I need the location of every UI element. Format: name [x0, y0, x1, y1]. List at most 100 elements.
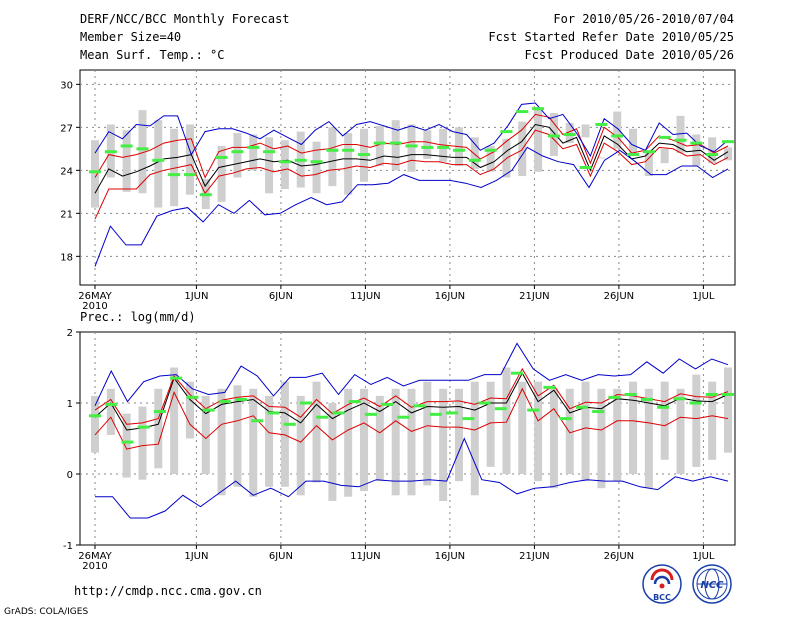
- temperature-median-mark: [532, 107, 545, 111]
- temperature-spread-box: [185, 124, 194, 195]
- temperature-median-mark: [484, 148, 497, 152]
- temperature-grid: [80, 70, 735, 285]
- temperature-spread-box: [613, 111, 622, 149]
- precipitation-median-mark: [543, 385, 556, 389]
- temperature-spread-box: [660, 148, 669, 164]
- precipitation-median-mark: [332, 411, 345, 415]
- temperature-median-mark: [706, 153, 719, 157]
- precipitation-median-mark: [705, 392, 718, 396]
- temperature-median-mark: [326, 148, 339, 152]
- temperature-median-mark: [215, 155, 228, 159]
- temperature-xtick-label: 26MAY: [78, 291, 112, 302]
- temperature-spread-box: [423, 130, 432, 159]
- temperature-median-mark: [389, 141, 402, 145]
- precipitation-median-mark: [218, 400, 231, 404]
- precipitation-spread-box: [518, 381, 527, 474]
- precipitation-spread-box: [454, 388, 463, 482]
- precipitation-median-mark: [300, 401, 312, 405]
- precipitation-median-mark: [413, 404, 426, 408]
- precipitation-boxes: [91, 367, 732, 501]
- temperature-median-mark: [627, 153, 640, 157]
- precipitation-spread-box: [724, 367, 732, 453]
- precipitation-spread-box: [312, 381, 321, 483]
- temperature-median-mark: [342, 148, 355, 152]
- ncc-logo-text: NCC: [700, 580, 724, 591]
- temperature-ytick-label: 27: [60, 123, 73, 134]
- precipitation-spread-box: [265, 395, 274, 487]
- precipitation-median-mark: [348, 400, 361, 404]
- temperature-median-mark: [611, 134, 624, 138]
- precipitation-xtick-label: 6JUN: [269, 551, 293, 562]
- temperature-ytick-label: 30: [60, 80, 73, 91]
- precipitation-median-mark: [316, 415, 329, 419]
- temperature-year-label: 2010: [82, 301, 107, 312]
- precipitation-median-mark: [446, 411, 459, 415]
- temperature-spread-box: [265, 137, 274, 194]
- temperature-median-mark: [547, 134, 560, 138]
- temperature-spread-box: [470, 137, 479, 169]
- precipitation-spread-box: [391, 388, 400, 496]
- temperature-spread-box: [138, 110, 147, 194]
- temperature-minimum-line: [94, 146, 729, 267]
- temperature-upper-spread-line: [94, 113, 729, 179]
- temperature-median-mark: [358, 153, 371, 157]
- precipitation-spread-box: [91, 395, 99, 453]
- temperature-median-mark: [722, 140, 734, 144]
- temperature-spread-box: [154, 120, 163, 208]
- precipitation-spread-box: [138, 406, 147, 480]
- temperature-spread-box: [534, 107, 543, 172]
- precipitation-median-mark: [170, 376, 183, 380]
- ncc-logo: NCC: [692, 564, 732, 604]
- precipitation-spread-box: [597, 388, 606, 489]
- temperature-median-mark: [516, 110, 529, 114]
- temperature-ytick-label: 21: [60, 209, 73, 220]
- precipitation-spread-box: [360, 388, 369, 492]
- temperature-median-mark: [690, 141, 703, 145]
- precipitation-median-mark: [478, 401, 491, 405]
- temperature-spread-box: [328, 127, 337, 187]
- precipitation-median-mark: [511, 371, 523, 375]
- precipitation-xtick-label: 26MAY: [78, 551, 112, 562]
- precipitation-median-mark: [575, 405, 588, 409]
- temperature-plot-frame: [79, 69, 736, 286]
- temperature-ytick-label: 18: [60, 252, 73, 263]
- precipitation-spread-box: [423, 381, 432, 486]
- precipitation-spread-box: [106, 388, 115, 435]
- precipitation-spread-box: [692, 374, 701, 467]
- temperature-median-mark: [674, 138, 687, 142]
- precipitation-median-mark: [592, 410, 605, 414]
- temperature-median-mark: [642, 150, 655, 154]
- precipitation-median-mark: [624, 392, 637, 396]
- temperature-median-mark: [199, 193, 212, 197]
- precipitation-spread-box: [185, 381, 194, 439]
- precipitation-spread-box: [407, 388, 416, 496]
- temperature-median-mark: [405, 144, 418, 148]
- temperature-xtick-label: 26JUN: [604, 291, 634, 302]
- precipitation-plot-frame: [79, 331, 736, 546]
- precipitation-median-mark: [429, 412, 442, 416]
- precipitation-median-mark: [283, 422, 296, 426]
- precipitation-spread-box: [122, 413, 131, 478]
- temperature-maximum-line: [94, 102, 729, 158]
- precipitation-spread-box: [644, 388, 653, 489]
- precipitation-lower-spread-line: [94, 387, 729, 450]
- source-url: http://cmdp.ncc.cma.gov.cn: [74, 584, 262, 598]
- temperature-spread-box: [312, 141, 321, 194]
- temperature-median-mark: [500, 130, 513, 134]
- precipitation-spread-box: [629, 381, 638, 474]
- temperature-median-mark: [452, 148, 465, 152]
- precipitation-spread-box: [676, 388, 685, 474]
- precipitation-panel: -1 0 1 2 26MAY 1JUN 6JUN 11JUN 16JUN 21JUN 26JUN 1…: [63, 328, 736, 572]
- precipitation-median-mark: [722, 392, 734, 396]
- precipitation-spread-box: [470, 381, 479, 496]
- precipitation-median-mark: [673, 397, 686, 401]
- temperature-median-mark: [658, 135, 671, 139]
- precipitation-ytick-label: -1: [63, 541, 73, 552]
- precipitation-lines: [94, 342, 729, 519]
- temperature-median-mark: [89, 170, 101, 174]
- produced-date-label: Fcst Produced Date 2010/05/26: [524, 48, 734, 62]
- temperature-median-mark: [231, 150, 244, 154]
- grads-credit: GrADS: COLA/IGES: [4, 607, 88, 617]
- precipitation-median-mark: [494, 407, 507, 411]
- temperature-xtick-label: 16JUN: [435, 291, 465, 302]
